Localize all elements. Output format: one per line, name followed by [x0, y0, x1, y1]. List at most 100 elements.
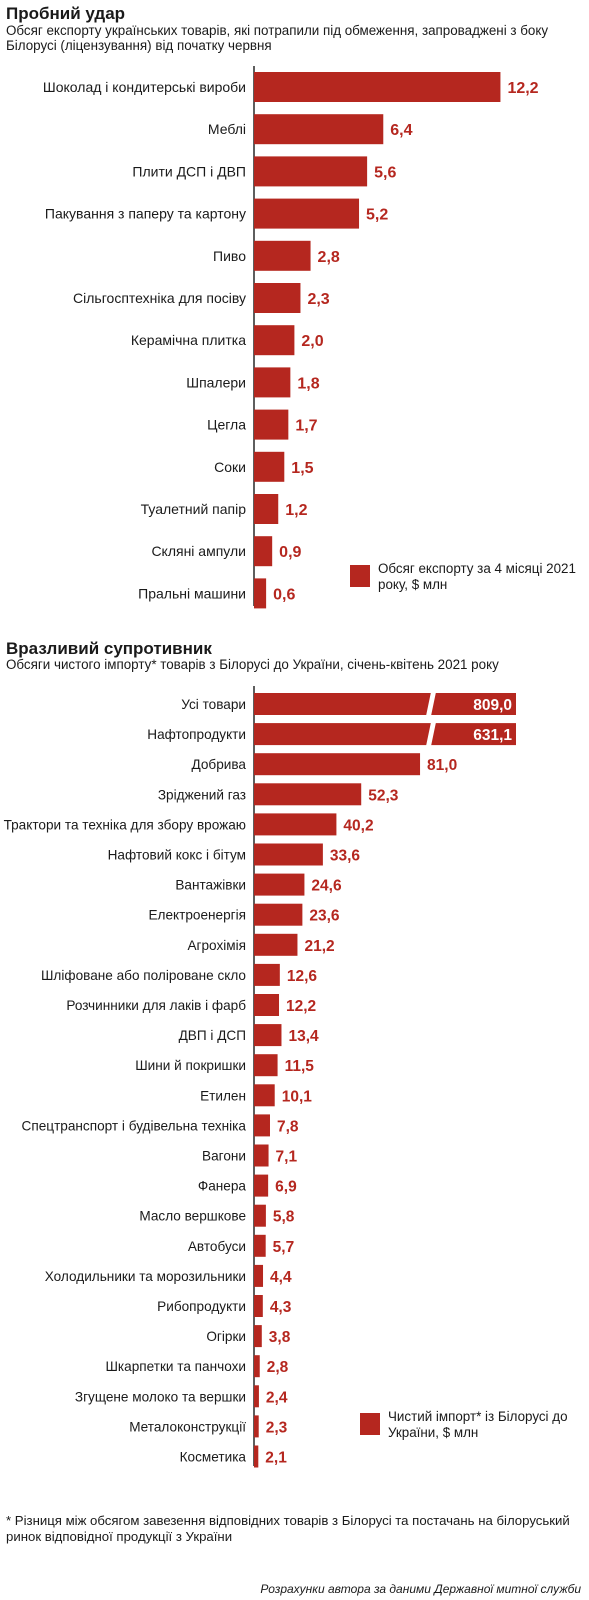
chart2-value-label: 631,1: [473, 727, 512, 744]
chart1-bar: [254, 114, 384, 145]
chart1-bar: [254, 578, 267, 609]
footnote: * Різниця між обсягом завезення відповід…: [6, 1513, 570, 1544]
chart1-bar: [254, 494, 279, 524]
chart2-value-label: 10,1: [282, 1088, 313, 1105]
chart2-bar: [254, 994, 280, 1016]
chart2-category-label: Усі товари: [181, 697, 246, 712]
chart1-value-label: 5,2: [366, 207, 388, 224]
chart2-value-label: 2,3: [266, 1419, 288, 1436]
chart1-bar: [254, 536, 273, 567]
chart2-value-label: 5,7: [273, 1239, 295, 1256]
chart2-bar: [254, 1264, 264, 1287]
chart2-value-label: 23,6: [309, 908, 340, 925]
chart1-value-label: 0,9: [279, 544, 301, 561]
chart1-category-label: Пральні машини: [138, 585, 246, 601]
chart2-bar: [254, 1355, 260, 1378]
chart1-value-label: 12,2: [507, 80, 538, 97]
chart1-value-label: 2,3: [307, 291, 329, 308]
chart1-bar: [254, 325, 295, 356]
chart1-value-label: 1,7: [295, 418, 317, 435]
chart1-category-label: Меблі: [208, 121, 246, 137]
chart1-category-label: Шоколад і кондитерські вироби: [43, 79, 246, 95]
chart2-value-label: 7,1: [276, 1149, 298, 1166]
chart2-bar-break: [426, 722, 436, 747]
chart2-category-label: Добрива: [192, 757, 247, 772]
chart2-value-label: 52,3: [368, 787, 399, 804]
chart2-category-label: Нафтовий кокс і бітум: [108, 848, 246, 863]
chart1-category-label: Цегла: [207, 417, 246, 433]
chart1-value-label: 1,8: [297, 375, 319, 392]
chart1-plot: Шоколад і кондитерські вироби 12,2 Меблі 6,…: [43, 66, 539, 609]
chart2-bar: [254, 843, 323, 866]
chart1-bar: [254, 283, 301, 313]
chart2-bar: [254, 933, 298, 956]
chart2-value-label: 40,2: [343, 817, 373, 834]
chart2-bar: [254, 963, 280, 986]
chart1-bar: [254, 72, 501, 102]
chart1-value-label: 1,5: [291, 460, 313, 477]
chart2-bar: [254, 1054, 278, 1077]
chart2-bar: [254, 753, 421, 776]
chart1-bar: [254, 198, 360, 229]
chart2-category-label: Розчинники для лаків і фарб: [66, 998, 246, 1013]
chart1-category-label: Соки: [214, 459, 246, 475]
chart1-category-label: Туалетний папір: [141, 501, 247, 517]
chart2-value-label: 2,4: [266, 1389, 288, 1406]
chart1-value-label: 0,6: [273, 586, 295, 603]
chart2-title: Вразливий супротивник: [6, 639, 212, 658]
chart2-bar: [254, 1174, 269, 1197]
chart2-value-label: 12,2: [286, 998, 316, 1015]
chart2-value-label: 7,8: [277, 1118, 299, 1135]
chart2-category-label: Спецтранспорт і будівельна техніка: [22, 1118, 247, 1133]
chart2-legend-swatch: [360, 1413, 380, 1435]
chart1-title: Пробний удар: [6, 4, 126, 23]
chart1-value-label: 2,0: [301, 333, 323, 350]
chart2-value-label: 5,8: [273, 1209, 295, 1226]
chart2-bar: [254, 1415, 259, 1438]
chart2-category-label: Рибопродукти: [157, 1299, 246, 1314]
chart2-legend-label: Чистий імпорт* із Білорусі до України, $…: [388, 1409, 568, 1440]
chart2-category-label: Вагони: [202, 1149, 246, 1164]
chart2-value-label: 4,3: [270, 1299, 292, 1316]
chart2-value-label: 33,6: [330, 848, 361, 865]
chart1-category-label: Пакування з паперу та картону: [45, 206, 246, 222]
source-note: Розрахунки автора за даними Державної ми…: [260, 1582, 581, 1596]
chart2-value-label: 24,6: [311, 878, 342, 895]
chart1-bar: [254, 409, 289, 440]
chart2-value-label: 12,6: [287, 968, 318, 985]
chart1-value-label: 6,4: [390, 122, 412, 139]
chart2-legend: Чистий імпорт* із Білорусі до України, $…: [360, 1409, 582, 1441]
chart2-value-label: 2,8: [267, 1359, 289, 1376]
chart2-value-label: 4,4: [270, 1269, 292, 1286]
chart2-value-label: 11,5: [285, 1058, 315, 1075]
chart1-category-label: Пиво: [213, 248, 246, 264]
chart2-category-label: Трактори та техніка для збору врожаю: [4, 817, 246, 832]
chart2-category-label: Етилен: [200, 1088, 246, 1103]
chart2-category-label: ДВП і ДСП: [179, 1028, 246, 1043]
chart2-bar: [254, 1295, 263, 1317]
chart1-category-label: Плити ДСП і ДВП: [132, 163, 246, 179]
chart2-subtitle: Обсяги чистого імпорту* товарів з Білору…: [6, 657, 499, 672]
chart2-category-label: Згущене молоко та вершки: [75, 1389, 246, 1404]
chart2-bar: [254, 1204, 266, 1227]
chart2-bar: [254, 813, 337, 836]
chart2-bar: [254, 1144, 269, 1167]
chart2-bar: [254, 693, 516, 715]
chart2-value-label: 13,4: [288, 1028, 319, 1045]
chart2-bar: [254, 1325, 262, 1348]
chart2-category-label: Шини й покришки: [135, 1058, 246, 1073]
chart1-legend: Обсяг експорту за 4 місяці 2021 року, $ …: [350, 561, 582, 593]
chart2-category-label: Зріджений газ: [158, 787, 246, 802]
chart2-category-label: Косметика: [180, 1450, 247, 1465]
chart2-category-label: Холодильники та морозильники: [45, 1269, 246, 1284]
chart2-value-label: 21,2: [304, 938, 334, 955]
chart2-bar: [254, 1385, 259, 1408]
chart2-category-label: Вантажівки: [175, 878, 246, 893]
chart1-category-label: Скляні ампули: [151, 543, 246, 559]
chart2-category-label: Шкарпетки та панчохи: [105, 1359, 246, 1374]
chart2-category-label: Металоконструкції: [129, 1419, 246, 1434]
chart1-category-label: Керамічна плитка: [131, 332, 246, 348]
chart1-legend-label: Обсяг експорту за 4 місяці 2021 року, $ …: [378, 561, 576, 592]
chart2-bar: [254, 783, 362, 806]
chart2-category-label: Масло вершкове: [139, 1209, 246, 1224]
